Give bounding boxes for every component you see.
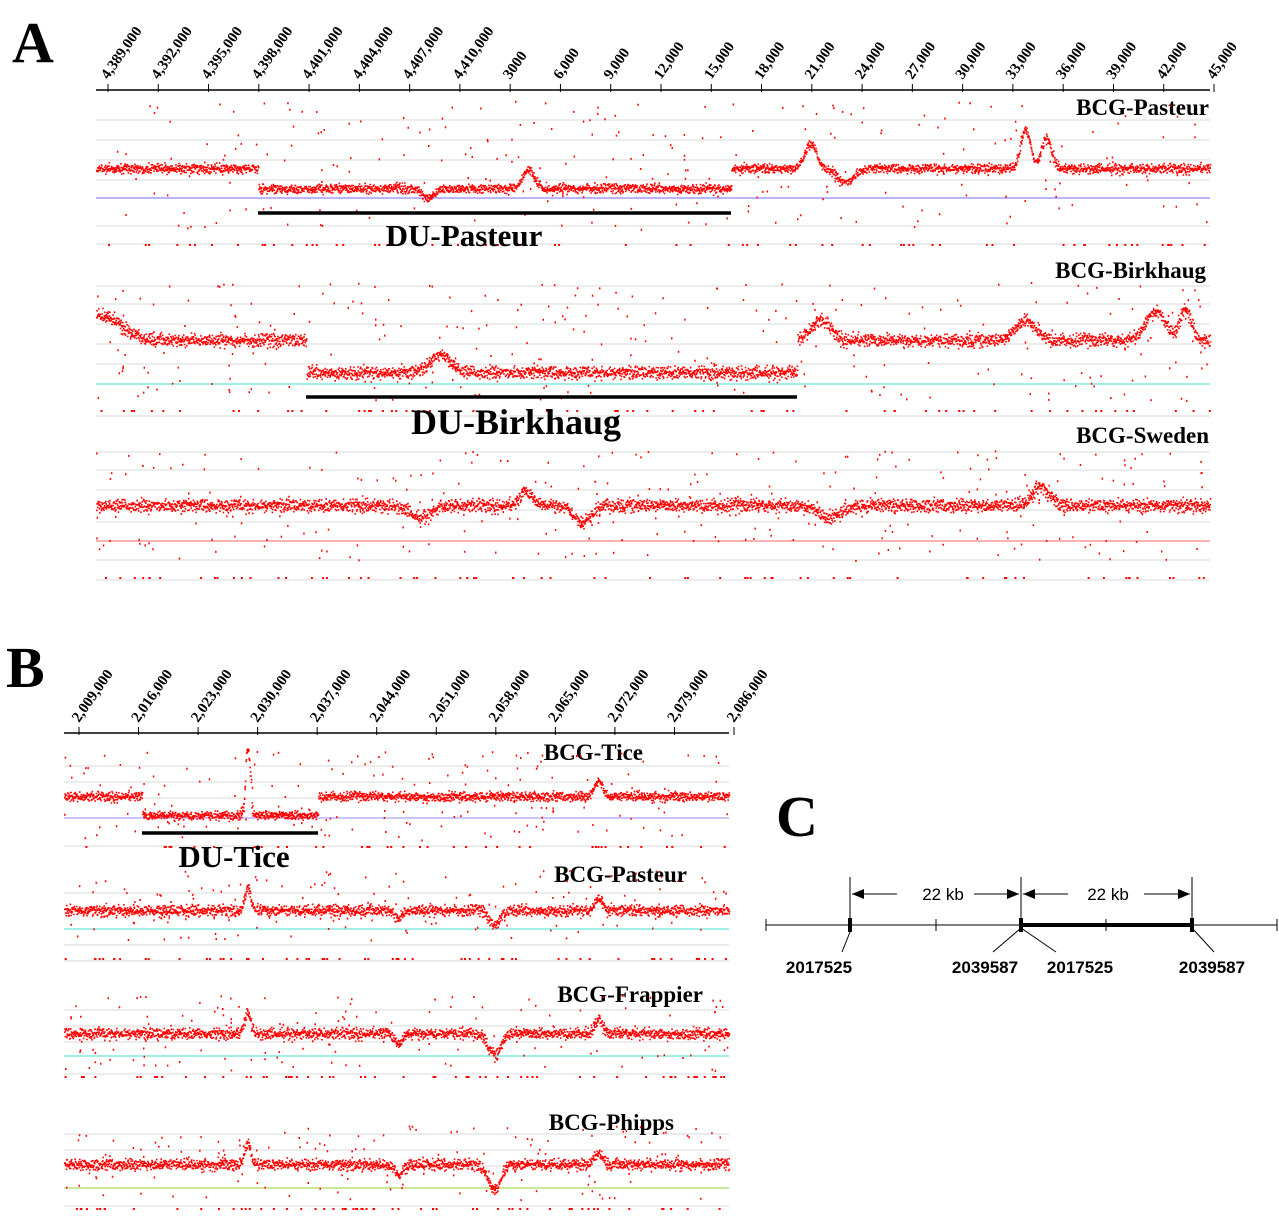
duplication-label: DU-Tice xyxy=(178,839,289,874)
arrowhead-right-icon xyxy=(1178,889,1190,899)
tick-label: 4,410,000 xyxy=(450,24,498,82)
tick-label: 18,000 xyxy=(752,39,789,82)
tick-label: 33,000 xyxy=(1003,39,1040,82)
tick-label: 15,000 xyxy=(701,39,738,82)
coordinate-label: 2039587 xyxy=(952,958,1018,977)
coordinate-label: 2039587 xyxy=(1179,958,1245,977)
tick-label: 2,079,000 xyxy=(665,667,713,725)
tick-label: 6,000 xyxy=(551,45,583,82)
panel-b-tick-labels: 2,009,000 2,016,000 2,023,000 2,030,000 2,03… xyxy=(69,667,772,735)
arrowhead-right-icon xyxy=(1007,889,1019,899)
signal-trace xyxy=(64,1125,731,1210)
signal-points xyxy=(64,870,731,960)
tick-label: 42,000 xyxy=(1154,39,1191,82)
tick-label: 4,407,000 xyxy=(400,24,448,82)
strain-label: BCG-Frappier xyxy=(557,982,703,1007)
strain-label: BCG-Tice xyxy=(544,740,643,765)
span-label: 22 kb xyxy=(922,885,964,904)
signal-points xyxy=(96,100,1212,246)
track-b-4: BCG-Phipps xyxy=(64,1110,731,1210)
coordinate-label: 2017525 xyxy=(1047,958,1113,977)
span-label: 22 kb xyxy=(1087,885,1129,904)
strain-label: BCG-Sweden xyxy=(1076,423,1209,448)
arrowhead-left-icon xyxy=(1023,889,1035,899)
tick-label: 30,000 xyxy=(953,39,990,82)
tick-label: 2,044,000 xyxy=(367,667,415,725)
tick-label: 2,051,000 xyxy=(426,667,474,725)
leader-line xyxy=(1191,927,1215,953)
tick-label: 4,401,000 xyxy=(299,24,347,82)
tick-label: 24,000 xyxy=(852,39,889,82)
panel-c: C 22 kb 22 kb 2017525 20 xyxy=(765,784,1278,977)
panel-a-tick-labels: 4,389,000 4,392,000 4,395,000 4,398,000 4,40… xyxy=(98,24,1241,92)
panel-a-gridlines xyxy=(96,119,1210,581)
leader-line xyxy=(1020,927,1057,953)
tick-label: 27,000 xyxy=(903,39,940,82)
tick-label: 9,000 xyxy=(601,45,633,82)
signal-trace xyxy=(64,870,731,960)
tick-label: 4,389,000 xyxy=(98,24,146,82)
signal-points xyxy=(64,995,731,1078)
tick-label: 2,086,000 xyxy=(724,667,772,725)
tick-label: 3000 xyxy=(500,49,530,83)
panel-a-label: A xyxy=(12,10,54,75)
track-a-1: BCG-Pasteur DU-Pasteur xyxy=(96,95,1212,253)
boundary-marker xyxy=(1190,918,1194,932)
tick-label: 4,392,000 xyxy=(148,24,196,82)
panel-b-gridlines xyxy=(64,765,729,1207)
tick-label: 4,398,000 xyxy=(249,24,297,82)
tick-label: 4,404,000 xyxy=(350,24,398,82)
tick-label: 21,000 xyxy=(802,39,839,82)
strain-label: BCG-Pasteur xyxy=(1076,95,1209,120)
tick-label: 2,009,000 xyxy=(69,667,117,725)
tick-label: 45,000 xyxy=(1204,39,1241,82)
track-b-1: BCG-Tice DU-Tice xyxy=(64,740,731,874)
tick-label: 39,000 xyxy=(1104,39,1141,82)
boundary-marker xyxy=(848,918,852,932)
duplication-label: DU-Pasteur xyxy=(386,218,543,253)
tick-label: 2,065,000 xyxy=(546,667,594,725)
arrowhead-left-icon xyxy=(852,889,864,899)
strain-label: BCG-Pasteur xyxy=(554,862,687,887)
duplication-label: DU-Birkhaug xyxy=(411,402,621,442)
boundary-marker xyxy=(1019,918,1023,932)
panel-b-label: B xyxy=(6,635,45,700)
track-a-2: BCG-Birkhaug DU-Birkhaug xyxy=(96,258,1212,442)
tick-label: 4,395,000 xyxy=(199,24,247,82)
tick-label: 2,037,000 xyxy=(307,667,355,725)
coordinate-label: 2017525 xyxy=(786,958,852,977)
panel-b: B 2,009,000 2,016,000 2,023,000 2,030,000 2,… xyxy=(6,635,772,1210)
track-b-3: BCG-Frappier xyxy=(64,982,731,1078)
signal-trace xyxy=(64,995,731,1078)
tick-label: 36,000 xyxy=(1053,39,1090,82)
signal-trace xyxy=(96,100,1212,246)
strain-label: BCG-Phipps xyxy=(549,1110,674,1135)
tick-label: 2,023,000 xyxy=(188,667,236,725)
signal-points xyxy=(64,1125,731,1210)
tick-label: 12,000 xyxy=(651,39,688,82)
signal-points xyxy=(96,282,1212,412)
strain-label: BCG-Birkhaug xyxy=(1055,258,1206,283)
tick-label: 2,072,000 xyxy=(605,667,653,725)
tick-label: 2,016,000 xyxy=(129,667,177,725)
signal-trace xyxy=(96,282,1212,412)
leader-line xyxy=(841,931,851,953)
panel-c-label: C xyxy=(776,784,818,849)
leader-line xyxy=(992,927,1022,953)
track-a-3: BCG-Sweden xyxy=(96,423,1212,579)
tick-label: 2,030,000 xyxy=(248,667,296,725)
tick-label: 2,058,000 xyxy=(486,667,534,725)
panel-a: A 4,389,000 4,392,000 4,395,000 4,398,000 4,… xyxy=(12,10,1241,581)
track-b-2: BCG-Pasteur xyxy=(64,862,731,960)
